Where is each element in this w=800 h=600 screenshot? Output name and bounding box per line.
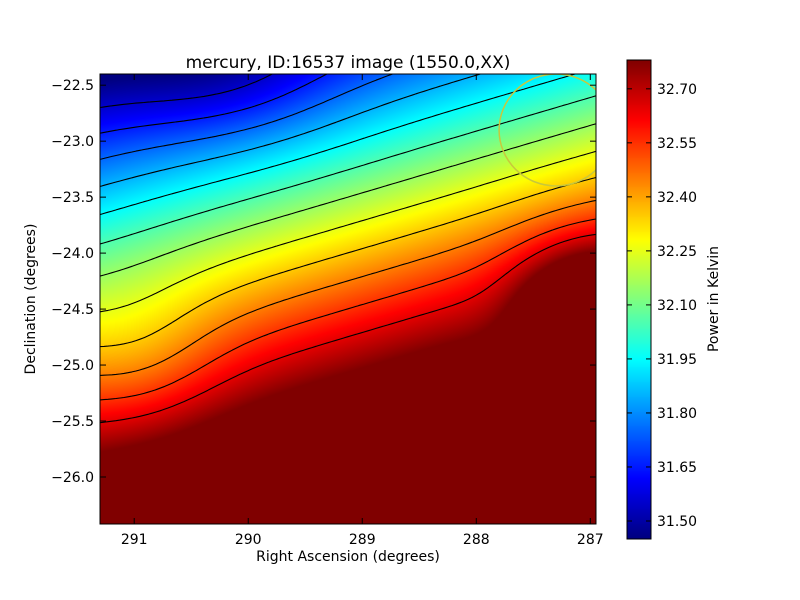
- contour-line-2: [100, 74, 328, 134]
- heatmap-image: [100, 74, 596, 524]
- contour-line-4: [100, 74, 481, 188]
- colorbar-tick-label: 32.55: [657, 136, 697, 152]
- contour-lines: [100, 74, 596, 424]
- colorbar-label: Power in Kelvin: [706, 246, 722, 352]
- plot-frame: [99, 73, 597, 525]
- y-tick-label: −25.5: [51, 414, 94, 430]
- x-tick-label: 287: [577, 532, 604, 548]
- y-tick-label: −23.5: [51, 190, 94, 206]
- heatmap-image-holder: [100, 74, 596, 524]
- contour-line-11: [100, 218, 596, 401]
- x-axis-label: Right Ascension (degrees): [256, 549, 440, 565]
- contour-line-3: [100, 74, 393, 160]
- y-tick-label: −24.0: [51, 246, 94, 262]
- contour-line-12: [100, 233, 596, 424]
- colorbar-ticks: 31.50 31.65 31.80 31.95 32.10 32.25 32.40 32.55…: [627, 82, 697, 530]
- y-tick-label: −25.0: [51, 358, 94, 374]
- colorbar: 31.50 31.65 31.80 31.95 32.10 32.25 32.40 32.55…: [626, 59, 722, 540]
- chart-title: mercury, ID:16537 image (1550.0,XX): [186, 53, 511, 73]
- x-axis-ticks: 291 290 289 288 287: [121, 74, 604, 548]
- contour-line-6: [100, 95, 596, 245]
- colorbar-tick-label: 31.95: [657, 352, 697, 368]
- colorbar-tick-label: 32.70: [657, 82, 697, 98]
- contour-line-1: [100, 74, 273, 109]
- y-tick-label: −26.0: [51, 470, 94, 486]
- x-tick-label: 291: [121, 532, 148, 548]
- colorbar-tick-label: 31.80: [657, 406, 697, 422]
- source-circle: [498, 74, 596, 187]
- y-tick-label: −24.5: [51, 302, 94, 318]
- colorbar-frame: [626, 59, 652, 540]
- contour-line-9: [100, 176, 596, 348]
- colorbar-gradient: [627, 60, 651, 539]
- y-axis-ticks: −22.5 −23.0 −23.5 −24.0 −24.5 −25.0 −25.5 −26.0: [51, 78, 596, 486]
- source-circle-layer: [498, 74, 596, 187]
- colorbar-tick-label: 32.40: [657, 190, 697, 206]
- colorbar-tick-label: 31.50: [657, 514, 697, 530]
- contour-line-5: [100, 74, 576, 216]
- y-tick-label: −22.5: [51, 78, 94, 94]
- colorbar-tick-label: 32.10: [657, 298, 697, 314]
- colorbar-tick-label: 32.25: [657, 244, 697, 260]
- y-tick-label: −23.0: [51, 134, 94, 150]
- colorbar-tick-label: 31.65: [657, 460, 697, 476]
- x-tick-label: 288: [463, 532, 490, 548]
- contour-line-10: [100, 199, 596, 376]
- contour-line-8: [100, 150, 596, 313]
- contour-line-7: [100, 123, 596, 277]
- colorbar-gradient-holder: [627, 60, 651, 539]
- plot-area: [99, 73, 597, 525]
- x-tick-label: 289: [349, 532, 376, 548]
- y-axis-label: Declination (degrees): [23, 224, 39, 375]
- x-tick-label: 290: [235, 532, 262, 548]
